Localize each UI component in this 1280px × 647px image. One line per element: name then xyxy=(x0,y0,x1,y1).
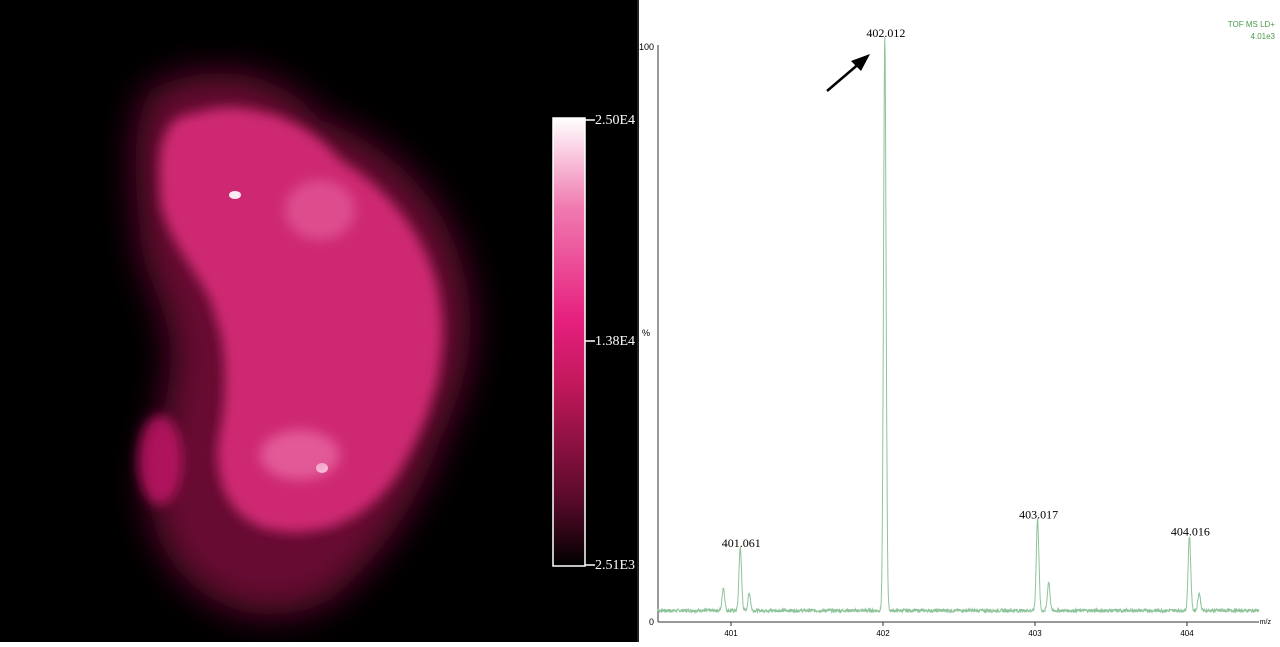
colorbar-mid-label: 1.38E4 xyxy=(595,334,635,349)
peak-label-401-061: 401.061 xyxy=(722,536,761,550)
colorbar: 2.50E4 1.38E4 2.51E3 xyxy=(552,113,635,573)
colorbar-max-label: 2.50E4 xyxy=(595,113,635,128)
mass-spectrum-chart: TOF MS LD+ 4.01e3 100 0 % m/z 401 402 403 4… xyxy=(639,20,1276,638)
peak-label-404-016: 404.016 xyxy=(1171,525,1210,539)
y-tick-100: 100 xyxy=(639,42,654,52)
colorbar-gradient xyxy=(552,117,586,567)
spectrum-header-mode: TOF MS LD+ xyxy=(1228,20,1276,29)
peak-label-402-012: 402.012 xyxy=(866,26,905,40)
mass-spec-image-panel: 2.50E4 1.38E4 2.51E3 xyxy=(0,0,637,642)
peak-label-403-017: 403.017 xyxy=(1019,507,1058,521)
colorbar-min-label: 2.51E3 xyxy=(595,558,635,573)
spectrum-header-intensity: 4.01e3 xyxy=(1251,32,1276,41)
x-ticks: 401 402 403 404 xyxy=(724,622,1194,638)
tissue-signal xyxy=(135,73,471,615)
x-axis-unit-label: m/z xyxy=(1260,619,1272,626)
y-axis-percent-mark: % xyxy=(642,328,650,338)
ion-intensity-map: 2.50E4 1.38E4 2.51E3 xyxy=(135,73,635,615)
peak-labels: 401.061 402.012 403.017 404.016 xyxy=(722,26,1210,550)
annotation-arrow xyxy=(826,54,870,92)
x-tick-label-403: 403 xyxy=(1028,629,1042,638)
x-tick-label-402: 402 xyxy=(876,629,890,638)
spectrum-trace xyxy=(657,36,1260,615)
y-tick-0: 0 xyxy=(649,617,654,627)
mass-spectrum-panel: TOF MS LD+ 4.01e3 100 0 % m/z 401 402 403 4… xyxy=(637,0,1280,642)
x-tick-label-404: 404 xyxy=(1180,629,1194,638)
x-tick-label-401: 401 xyxy=(724,629,738,638)
